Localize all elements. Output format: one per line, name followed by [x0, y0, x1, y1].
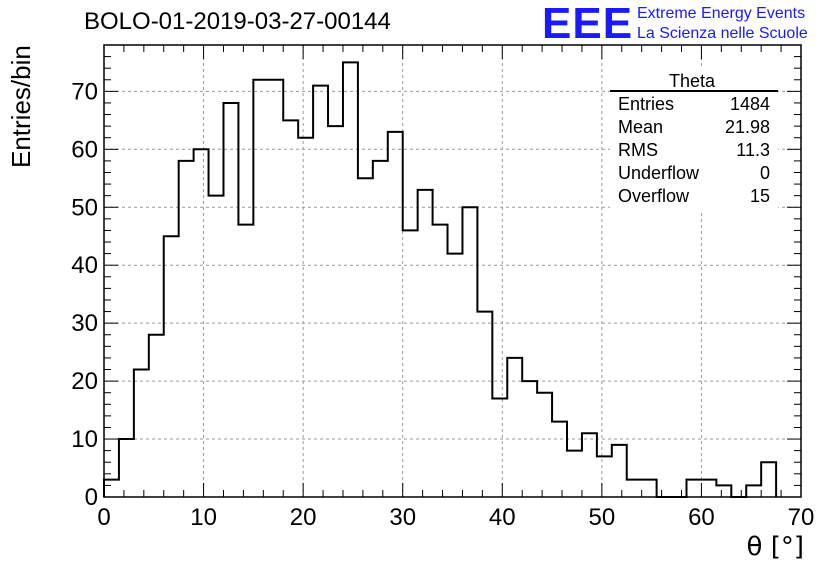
chart-title: BOLO-01-2019-03-27-00144: [84, 8, 391, 35]
histogram-bin: [388, 132, 403, 497]
x-tick-label: 60: [688, 504, 715, 531]
stats-value-underflow: 0: [760, 163, 770, 183]
histogram-bin: [253, 80, 268, 497]
histogram-bin: [433, 225, 448, 497]
histogram-bin: [298, 138, 313, 497]
y-tick-label: 10: [71, 426, 98, 453]
histogram-bin: [194, 149, 209, 497]
y-tick-label: 40: [71, 252, 98, 279]
histogram-bin: [134, 370, 149, 497]
stats-value-mean: 21.98: [725, 117, 770, 137]
histogram-bin: [268, 80, 283, 497]
plot-frame: [103, 44, 802, 498]
stats-value-rms: 11.3: [736, 140, 770, 160]
histogram-bin: [582, 433, 597, 497]
x-tick-labels: 0 10 20 30 40 50 60 70: [97, 504, 814, 531]
histogram-bin: [328, 126, 343, 497]
histogram-bin: [642, 480, 657, 497]
histogram-bin: [477, 312, 492, 497]
x-tick-label: 50: [589, 504, 616, 531]
histogram-bin: [238, 225, 253, 497]
histogram-bin: [104, 480, 119, 497]
y-tick-label: 70: [71, 78, 98, 105]
stats-label-rms: RMS: [618, 140, 658, 160]
histogram-bin: [448, 254, 463, 497]
x-axis-label: θ [°]: [746, 532, 804, 562]
histogram-bin: [313, 86, 328, 497]
histogram-bin: [686, 480, 701, 497]
histogram-bin: [358, 178, 373, 497]
histogram-line: [103, 61, 778, 498]
histogram-bin: [223, 103, 238, 497]
histogram-bin: [746, 485, 761, 497]
histogram-bin: [403, 230, 418, 497]
y-tick-label: 0: [85, 484, 98, 511]
stats-value-overflow: 15: [750, 186, 770, 206]
histogram-bin: [567, 451, 582, 497]
x-tick-label: 70: [788, 504, 815, 531]
histogram-bin: [627, 480, 642, 497]
histogram-bin: [209, 196, 224, 497]
histogram-bin: [522, 381, 537, 497]
y-tick-label: 20: [71, 368, 98, 395]
y-tick-label: 60: [71, 136, 98, 163]
histogram-bin: [149, 335, 164, 497]
histogram-bin: [418, 190, 433, 497]
histogram-bin: [701, 480, 716, 497]
stats-label-mean: Mean: [618, 117, 663, 137]
stats-label-underflow: Underflow: [618, 163, 700, 183]
histogram-bin: [119, 439, 134, 497]
axis-ticks: [103, 44, 802, 498]
histogram-bin: [507, 358, 522, 497]
histogram-bin: [373, 161, 388, 497]
stats-box: Theta Entries 1484 Mean 21.98 RMS 11.3 Underflo…: [610, 68, 778, 210]
stats-value-entries: 1484: [730, 94, 770, 114]
logo-caption-line2: La Scienza nelle Scuole: [637, 25, 808, 42]
x-tick-label: 20: [290, 504, 317, 531]
eee-logo: EEE: [542, 0, 634, 48]
x-tick-label: 10: [190, 504, 217, 531]
histogram-series: [103, 61, 778, 498]
histogram-bin: [716, 485, 731, 497]
histogram-bin: [283, 120, 298, 497]
stats-label-entries: Entries: [618, 94, 674, 114]
histogram-bin: [597, 456, 612, 497]
histogram-bin: [761, 462, 776, 497]
x-tick-label: 0: [97, 504, 110, 531]
y-tick-labels: 0 10 20 30 40 50 60 70: [71, 78, 98, 511]
histogram-bin: [343, 62, 358, 497]
stats-title: Theta: [669, 71, 716, 91]
y-tick-label: 30: [71, 310, 98, 337]
histogram-bin: [537, 393, 552, 497]
histogram-bin: [492, 398, 507, 497]
y-axis-label: Entries/bin: [6, 45, 36, 168]
y-tick-label: 50: [71, 194, 98, 221]
grid-lines: [104, 45, 801, 497]
histogram-bin: [164, 236, 179, 497]
histogram-bin: [552, 422, 567, 497]
logo-caption-line1: Extreme Energy Events: [637, 5, 806, 22]
histogram-bin: [612, 445, 627, 497]
x-tick-label: 30: [389, 504, 416, 531]
x-tick-label: 40: [489, 504, 516, 531]
histogram-bin: [179, 161, 194, 497]
logo-caption: Extreme Energy Events La Scienza nelle S…: [637, 4, 808, 44]
stats-label-overflow: Overflow: [618, 186, 690, 206]
histogram-bin: [462, 207, 477, 497]
